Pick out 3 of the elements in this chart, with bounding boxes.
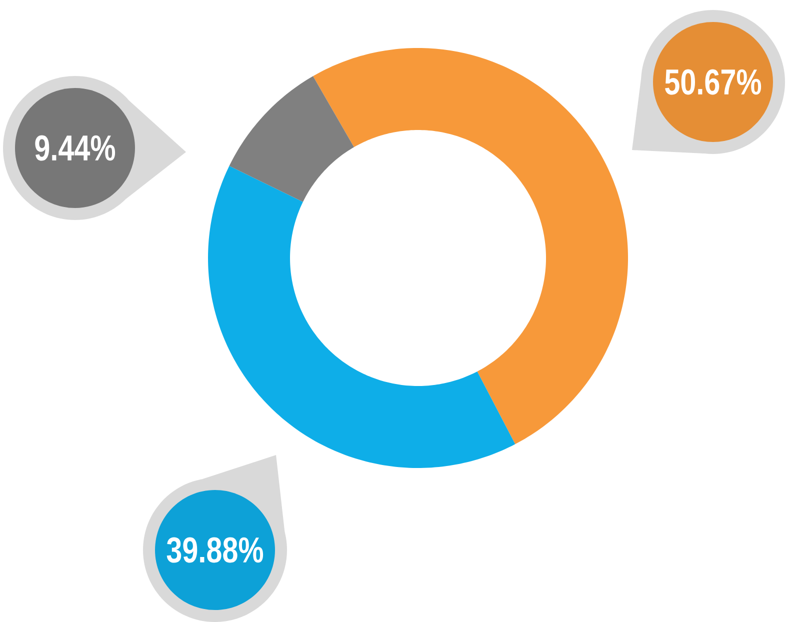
data-label: 39.88% [166, 537, 264, 563]
data-label: 9.44% [35, 135, 116, 161]
data-label: 50.67% [665, 69, 762, 95]
